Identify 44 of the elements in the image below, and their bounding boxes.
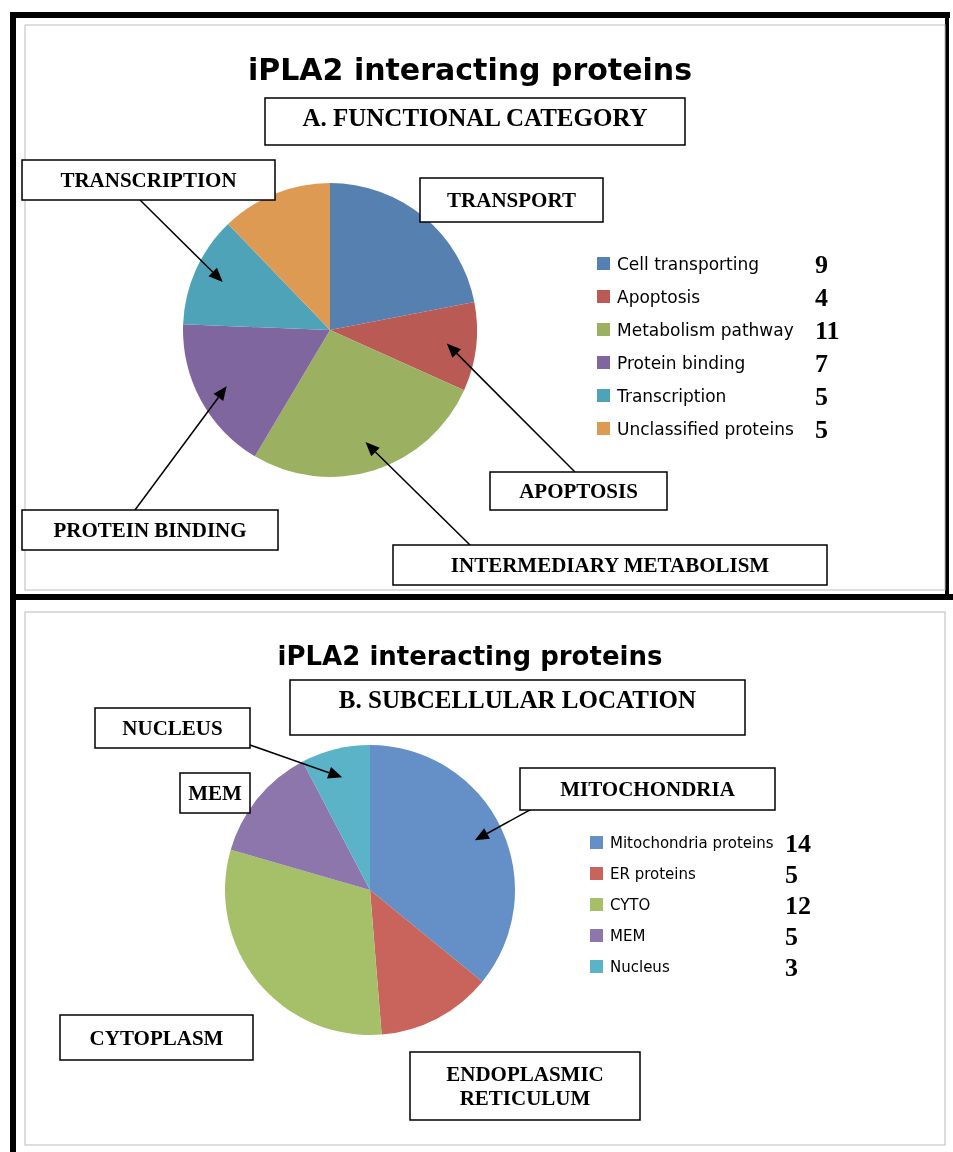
text: PROTEIN BINDING bbox=[53, 518, 247, 543]
pie-slice bbox=[302, 745, 370, 890]
data-label: 3 bbox=[785, 953, 798, 983]
legend-label: MEM bbox=[610, 927, 646, 946]
legend-label: Nucleus bbox=[610, 958, 670, 977]
chart-title: iPLA2 interacting proteins bbox=[277, 641, 663, 671]
data-label: 14 bbox=[785, 829, 811, 859]
text: CYTOPLASM bbox=[89, 1025, 224, 1050]
data-label: 9 bbox=[815, 250, 828, 280]
legend-label: CYTO bbox=[610, 896, 651, 915]
legend-label: Apoptosis bbox=[617, 286, 701, 307]
legend-label: Mitochondria proteins bbox=[610, 834, 774, 853]
text: ENDOPLASMIC RETICULUM bbox=[446, 1062, 604, 1111]
text: MEM bbox=[188, 781, 242, 806]
data-label: 5 bbox=[785, 922, 798, 952]
text: INTERMEDIARY METABOLISM bbox=[450, 553, 770, 578]
data-label: 11 bbox=[815, 316, 840, 346]
legend-label: Metabolism pathway bbox=[617, 319, 794, 340]
chart-subtitle: B. SUBCELLULAR LOCATION bbox=[338, 686, 697, 713]
legend-label: Cell transporting bbox=[617, 253, 760, 274]
chart-subtitle: A. FUNCTIONAL CATEGORY bbox=[302, 104, 648, 131]
legend-label: Transcription bbox=[616, 385, 727, 406]
legend-label: ER proteins bbox=[610, 865, 696, 884]
pie-slice bbox=[370, 745, 515, 982]
pie-slice bbox=[183, 324, 330, 457]
pie-slice bbox=[183, 224, 330, 330]
text: TRANSCRIPTION bbox=[60, 168, 237, 193]
legend-label: Unclassified proteins bbox=[617, 418, 794, 439]
data-label: 7 bbox=[815, 349, 828, 379]
legend-label: Protein binding bbox=[617, 352, 746, 373]
text: MITOCHONDRIA bbox=[560, 777, 736, 802]
text: TRANSPORT bbox=[447, 188, 576, 213]
pie-slice bbox=[254, 330, 465, 477]
chart-title: iPLA2 interacting proteins bbox=[247, 52, 693, 87]
data-label: 5 bbox=[785, 860, 798, 890]
pie-slice bbox=[225, 849, 382, 1035]
text: NUCLEUS bbox=[122, 716, 223, 741]
data-label: 5 bbox=[815, 382, 828, 412]
pie-slice bbox=[330, 302, 477, 391]
data-label: 4 bbox=[815, 283, 828, 313]
text: APOPTOSIS bbox=[519, 479, 638, 504]
data-label: 5 bbox=[815, 415, 828, 445]
pie-slice bbox=[370, 890, 483, 1035]
data-label: 12 bbox=[785, 891, 811, 921]
